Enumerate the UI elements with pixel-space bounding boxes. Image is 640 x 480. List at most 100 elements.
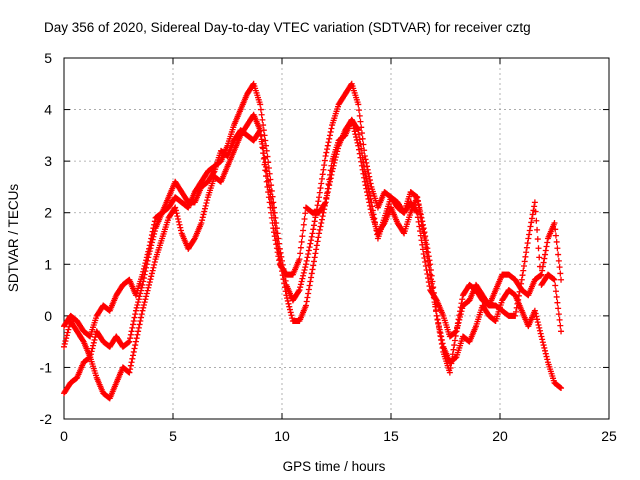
data-point [316, 230, 323, 237]
data-point [557, 322, 564, 329]
data-point [316, 226, 323, 233]
data-point [286, 306, 293, 313]
data-point [297, 250, 304, 257]
data-point [129, 324, 136, 331]
data-point [534, 319, 541, 326]
data-point [140, 304, 147, 311]
data-point [280, 276, 287, 283]
data-point [66, 323, 73, 330]
data-point [539, 263, 546, 270]
data-point [130, 348, 137, 355]
data-point [87, 351, 94, 358]
data-point [328, 125, 335, 132]
data-point [272, 237, 279, 244]
x-tick-label: 5 [169, 428, 177, 444]
data-point [301, 267, 308, 274]
data-point [273, 245, 280, 252]
data-point [447, 365, 454, 372]
data-point [268, 209, 275, 216]
data-point [271, 229, 278, 236]
data-point [265, 194, 272, 201]
data-point [133, 335, 140, 342]
data-point [527, 223, 534, 230]
data-point [276, 257, 283, 264]
data-point [528, 215, 535, 222]
data-point [287, 309, 294, 316]
data-point [369, 207, 376, 214]
y-tick-label: 1 [44, 256, 52, 272]
y-tick-label: -2 [40, 411, 53, 427]
data-point [373, 227, 380, 234]
data-point [201, 205, 208, 212]
data-point [260, 122, 267, 129]
data-point [296, 256, 303, 263]
data-point [321, 200, 328, 207]
data-point [65, 326, 72, 333]
data-point [134, 331, 141, 338]
data-point [437, 330, 444, 337]
x-tick-label: 0 [60, 428, 68, 444]
data-point [558, 385, 565, 392]
data-point [457, 311, 464, 318]
data-point [177, 227, 184, 234]
data-point [310, 262, 317, 269]
data-point [297, 284, 304, 291]
data-point [288, 312, 295, 319]
data-point [543, 243, 550, 250]
data-point [305, 286, 312, 293]
data-point [126, 338, 133, 345]
data-point [523, 244, 530, 251]
data-point [526, 227, 533, 234]
y-tick-label: 3 [44, 153, 52, 169]
data-point [143, 290, 150, 297]
data-point [324, 185, 331, 192]
data-point [454, 325, 461, 332]
data-point [423, 267, 430, 274]
data-point [366, 192, 373, 199]
data-point [260, 150, 267, 157]
data-point [314, 238, 321, 245]
data-markers [61, 80, 565, 402]
axes: -2 -1 0 1 2 3 4 5 0 5 10 15 20 25 [40, 50, 617, 444]
data-point [531, 199, 538, 206]
data-point [361, 168, 368, 175]
data-point [446, 369, 453, 376]
data-point [262, 167, 269, 174]
data-point [303, 298, 310, 305]
data-point [354, 126, 361, 133]
data-point [433, 308, 440, 315]
data-point [326, 135, 333, 142]
data-point [130, 352, 137, 359]
data-point [360, 159, 367, 166]
plot-frame [63, 57, 610, 420]
data-point [146, 281, 153, 288]
data-point [175, 216, 182, 223]
data-point [271, 233, 278, 240]
data-point [131, 345, 138, 352]
data-point [300, 227, 307, 234]
data-point [128, 328, 135, 335]
data-point [136, 293, 143, 300]
data-point [88, 348, 95, 355]
data-point [173, 210, 180, 217]
data-point [554, 245, 561, 252]
data-point [359, 154, 366, 161]
data-point [312, 250, 319, 257]
data-point [557, 270, 564, 277]
data-point [305, 247, 312, 254]
data-point [314, 202, 321, 209]
data-point [542, 251, 549, 258]
data-point [538, 333, 545, 340]
data-point [147, 238, 154, 245]
data-point [538, 271, 545, 278]
data-point [555, 257, 562, 264]
data-point [149, 267, 156, 274]
data-point [284, 297, 291, 304]
data-point [356, 112, 363, 119]
data-point [274, 249, 281, 256]
data-point [143, 254, 150, 261]
data-point [439, 340, 446, 347]
data-point [318, 175, 325, 182]
data-point [556, 316, 563, 323]
